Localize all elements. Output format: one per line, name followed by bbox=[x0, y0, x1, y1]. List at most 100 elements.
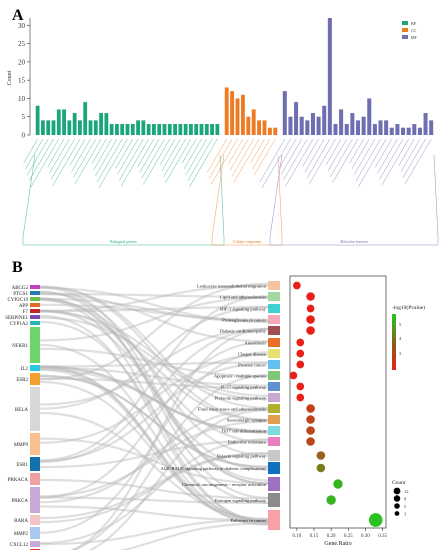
bar bbox=[412, 124, 417, 135]
gene-label: ESR1 bbox=[16, 463, 28, 468]
term-label-mark bbox=[325, 138, 342, 165]
dot-point bbox=[293, 281, 301, 290]
panel-a-axes: 0 5 10 15 20 25 30 Count bbox=[7, 18, 31, 140]
dot-point bbox=[306, 437, 315, 446]
group-name: Molecular function bbox=[340, 240, 368, 244]
pathway-node bbox=[268, 493, 280, 507]
size-legend-title: Count bbox=[392, 480, 406, 486]
term-label-mark bbox=[357, 138, 387, 188]
term-label-mark bbox=[26, 138, 49, 176]
term-label-mark bbox=[119, 138, 144, 181]
sankey-flow bbox=[39, 298, 269, 523]
bar bbox=[88, 120, 93, 135]
bar bbox=[267, 127, 272, 135]
bar bbox=[240, 94, 245, 135]
term-label-mark bbox=[233, 138, 260, 183]
term-label-mark bbox=[351, 138, 370, 170]
sankey-flow bbox=[39, 437, 269, 485]
term-label-mark bbox=[28, 138, 54, 182]
sankey-flow bbox=[39, 365, 269, 526]
colorbar: -log10(Pvalue) 5 4 3 bbox=[392, 304, 425, 370]
sankey-flow bbox=[119, 522, 269, 550]
bar bbox=[350, 113, 355, 135]
term-label-mark bbox=[47, 138, 65, 168]
pathway-label: Endocrine resistance bbox=[228, 440, 266, 445]
sankey-flow bbox=[39, 298, 269, 444]
pathway-label: Chagas disease bbox=[238, 352, 266, 357]
pathway-node bbox=[268, 415, 280, 424]
group-bracket bbox=[269, 154, 439, 246]
term-label-mark bbox=[95, 138, 118, 177]
sankey-flows bbox=[39, 282, 269, 550]
bar bbox=[62, 109, 66, 135]
gene-node bbox=[30, 297, 40, 301]
bar bbox=[152, 124, 156, 135]
term-label-mark bbox=[283, 138, 308, 181]
term-label-mark bbox=[250, 138, 265, 164]
pathway-label: AGE-RAGE signaling pathway in diabetic c… bbox=[160, 466, 266, 471]
bar bbox=[78, 120, 82, 135]
pathway-node bbox=[268, 437, 280, 446]
term-label-mark bbox=[280, 138, 302, 175]
size-legend-label: 8 bbox=[404, 497, 407, 502]
bar bbox=[136, 120, 140, 135]
term-label-mark bbox=[375, 138, 392, 168]
term-label-mark bbox=[161, 138, 181, 171]
term-label-mark bbox=[120, 138, 149, 187]
dot-point bbox=[306, 304, 315, 313]
legend-label: BP bbox=[411, 21, 417, 26]
sankey-flow bbox=[39, 309, 269, 422]
term-label-mark bbox=[187, 138, 213, 182]
sankey-flow bbox=[39, 320, 269, 504]
bar bbox=[389, 127, 394, 135]
bar bbox=[299, 116, 304, 135]
size-legend-dot bbox=[394, 511, 400, 516]
term-label-mark bbox=[98, 138, 128, 189]
dot-point bbox=[316, 463, 326, 473]
term-label-mark bbox=[52, 138, 81, 186]
pathway-node bbox=[268, 315, 280, 324]
bar bbox=[395, 124, 400, 135]
y-tick-label: 15 bbox=[18, 77, 26, 85]
term-label-mark bbox=[181, 138, 197, 164]
term-label-mark bbox=[402, 138, 426, 178]
sankey-flow bbox=[39, 292, 269, 299]
sankey-flow bbox=[39, 290, 269, 457]
bar bbox=[104, 113, 109, 135]
x-tick-label: 0.20 bbox=[327, 534, 336, 539]
pathway-label: Relaxin signaling pathway bbox=[217, 454, 267, 459]
sankey-flow bbox=[39, 295, 269, 462]
term-label-mark bbox=[210, 138, 238, 185]
pathway-node bbox=[268, 371, 280, 380]
term-label-mark bbox=[231, 138, 254, 177]
bar bbox=[282, 91, 287, 135]
bar bbox=[162, 124, 167, 135]
bar bbox=[316, 116, 321, 135]
sankey-flow bbox=[39, 303, 269, 321]
pathway-label: Amoebiasis bbox=[244, 341, 266, 346]
gene-node bbox=[30, 373, 40, 385]
bar bbox=[178, 124, 183, 135]
panel-b-label: B bbox=[12, 259, 23, 276]
bar bbox=[257, 120, 262, 135]
bar bbox=[120, 124, 125, 135]
panel-b-dot-plot: 0.10 0.15 0.20 0.25 0.30 0.35 Gene.Ratio -log10… bbox=[289, 275, 425, 547]
bar bbox=[384, 120, 389, 135]
gene-node bbox=[30, 365, 40, 371]
bar bbox=[401, 127, 406, 135]
bar bbox=[173, 124, 177, 135]
dot-point bbox=[306, 292, 315, 301]
x-axis-title: Gene.Ratio bbox=[324, 541, 351, 547]
pathway-label: Prolactin signaling pathway bbox=[215, 396, 267, 401]
term-label-mark bbox=[400, 138, 421, 172]
sankey-flow bbox=[70, 328, 269, 550]
pathway-label: Lipid and atherosclerosis bbox=[220, 295, 266, 300]
panel-a-legend: BP CC MF bbox=[402, 21, 418, 40]
sankey-flow bbox=[39, 347, 269, 378]
dot-point bbox=[296, 360, 305, 369]
dot-point bbox=[296, 338, 305, 347]
sankey-flow bbox=[39, 284, 269, 312]
sankey-flow bbox=[39, 282, 269, 381]
group-name: Cellular component bbox=[233, 240, 261, 244]
bar bbox=[310, 113, 315, 135]
